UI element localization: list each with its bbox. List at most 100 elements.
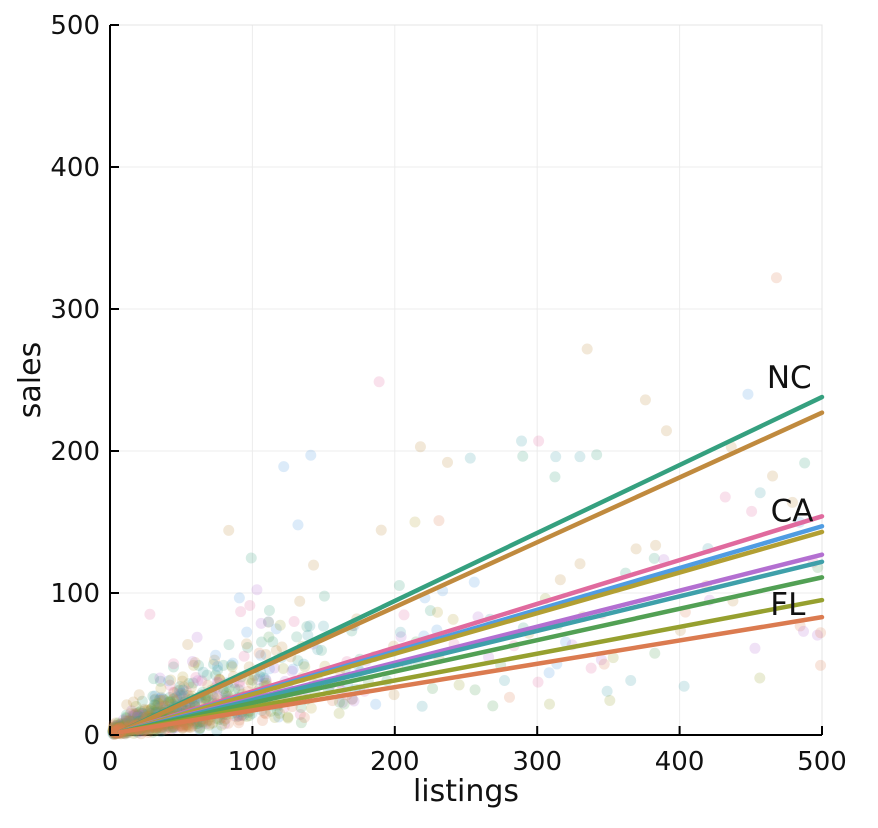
scatter-point [468,576,480,588]
scatter-point [234,679,246,691]
scatter-point [211,690,223,702]
scatter-point [147,690,159,702]
scatter-point [291,631,303,643]
scatter-point [108,721,120,733]
scatter-point [503,691,515,703]
scatter-point [136,695,148,707]
scatter-point [163,696,175,708]
scatter-point [370,698,382,710]
scatter-point [197,666,209,678]
scatter-point [299,661,311,673]
scatter-point [244,599,256,611]
scatter-point [109,721,121,733]
scatter-point [168,687,180,699]
scatter-point [650,539,662,551]
scatter-point [114,718,126,730]
scatter-point [180,685,192,697]
scatter-point [257,715,269,727]
scatter-point [211,725,223,737]
scatter-point [145,703,157,715]
scatter-point [333,707,345,719]
scatter-point [141,704,153,716]
scatter-point [176,687,188,699]
scatter-point [190,672,202,684]
scatter-point [262,616,274,628]
scatter-point [203,719,215,731]
scatter-point [227,657,239,669]
scatter-point [660,425,672,437]
scatter-point [416,700,428,712]
scatter-point [348,695,360,707]
scatter-point [799,457,811,469]
scatter-point [128,710,140,722]
series-label-nc: NC [767,360,812,396]
scatter-point [136,708,148,720]
scatter-point [115,718,127,730]
scatter-point [181,721,193,733]
scatter-point [267,636,279,648]
scatter-point [253,647,265,659]
scatter-point [770,272,782,284]
scatter-point [176,722,188,734]
scatter-point [168,661,180,673]
y-tick-label: 200 [50,437,100,467]
scatter-point [186,720,198,732]
scatter-point [315,644,327,656]
scatter-point [158,694,170,706]
scatter-point [177,722,189,734]
scatter-point [338,698,350,710]
scatter-point [246,674,258,686]
scatter-point [395,626,407,638]
frame-top-right [110,24,823,735]
scatter-point [132,710,144,722]
scatter-point [148,699,160,711]
scatter-point [263,631,275,643]
scatter-point [233,717,245,729]
scatter-point [258,672,270,684]
scatter-point [298,658,310,670]
y-tick-label: 0 [83,721,100,751]
scatter-point [725,441,737,453]
scatter-point [185,681,197,693]
scatter-point [797,625,809,637]
scatter-point [108,728,120,740]
scatter-point [109,725,121,737]
scatter-point [274,619,286,631]
regression-line [117,597,825,735]
scatter-point [149,693,161,705]
scatter-point [223,639,235,651]
scatter-point [333,696,345,708]
scatter-point [414,441,426,453]
scatter-point [604,694,616,706]
scatter-point [398,609,410,621]
scatter-point [487,700,499,712]
scatter-point [252,674,264,686]
scatter-point [182,638,194,650]
scatter-point [532,676,544,688]
y-tick-label: 500 [50,11,100,41]
scatter-point [164,692,176,704]
scatter-point [469,684,481,696]
scatter-point [153,698,165,710]
scatter-point [811,629,823,641]
scatter-point [786,496,798,508]
scatter-point [282,711,294,723]
scatter-point [173,684,185,696]
scatter-point [120,714,132,726]
scatter-points [107,272,827,741]
regression-line [117,394,825,735]
scatter-point [132,709,144,721]
scatter-point [108,724,120,736]
scatter-point [172,685,184,697]
scatter-point [115,719,127,731]
scatter-point [139,703,151,715]
scatter-point [225,659,237,671]
series-label-fl: FL [770,587,806,623]
scatter-point [263,616,275,628]
scatter-point [255,649,267,661]
scatter-point [143,704,155,716]
scatter-point [120,712,132,724]
scatter-point [678,680,690,692]
scatter-point [168,692,180,704]
scatter-point [543,667,555,679]
